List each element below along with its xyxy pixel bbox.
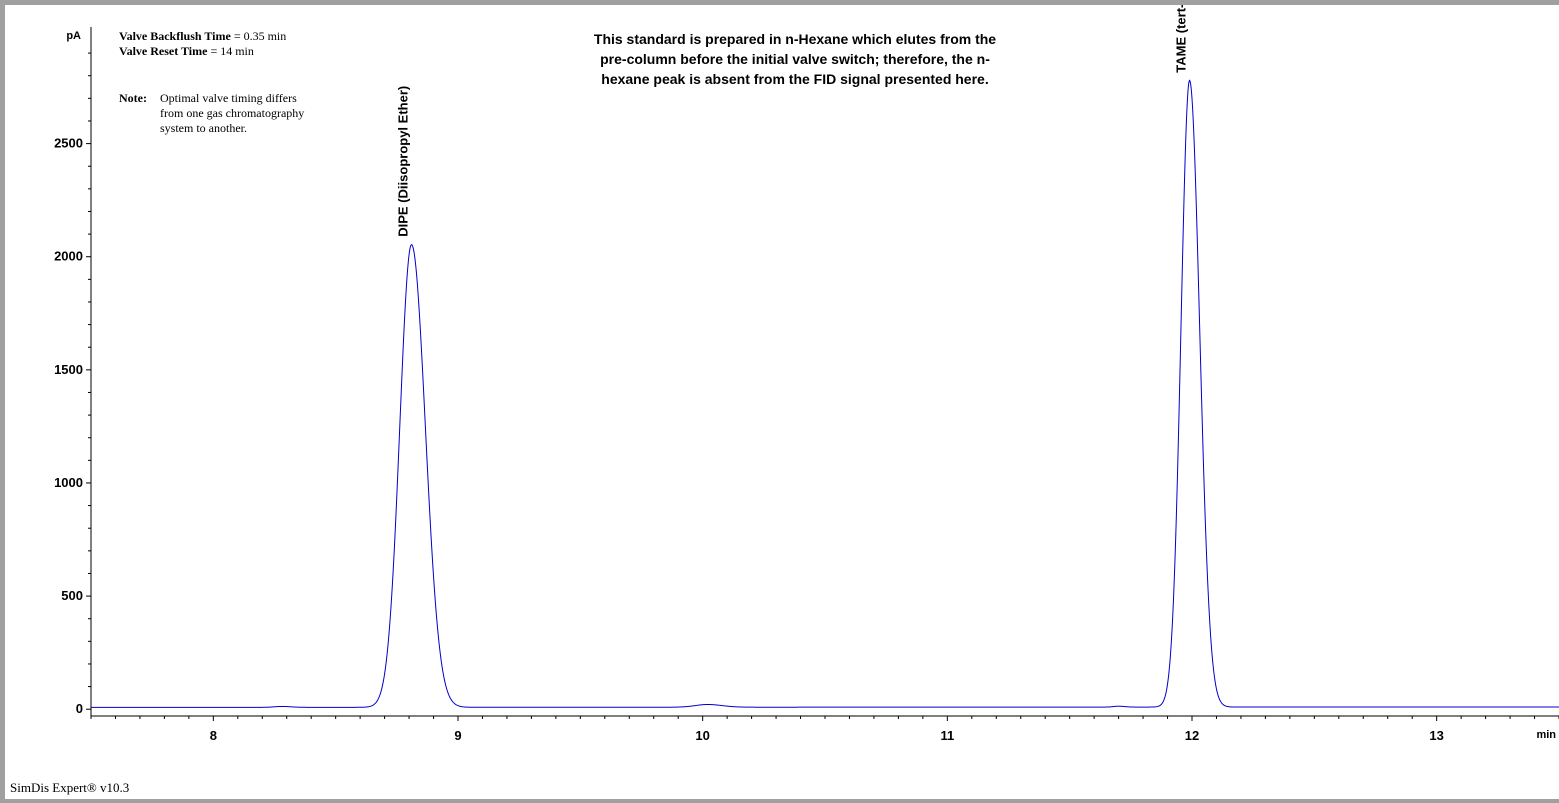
y-tick-label: 0 [76, 701, 83, 716]
y-tick-label: 500 [61, 588, 83, 603]
peak-label: DIPE (Diisopropyl Ether) [396, 86, 411, 237]
reset-time: Valve Reset Time = 14 min [119, 44, 254, 59]
fid-signal-trace [91, 79, 1559, 708]
note-text: Optimal valve timing differs from one ga… [160, 91, 305, 135]
reset-label: Valve Reset Time [119, 44, 208, 58]
chromatogram-chart: 0 500 1000 1500 2000 2500 8 9 10 11 12 13 pA min DIPE … [54, 5, 1559, 743]
peak-label: TAME (tert-Amyl Methyl Ether) [1174, 5, 1189, 73]
software-version: SimDis Expert® v10.3 [10, 780, 130, 795]
x-axis-label: min [1536, 729, 1556, 741]
x-tick-label: 8 [210, 728, 217, 743]
x-tick-label: 13 [1429, 728, 1443, 743]
note-label: Note: [119, 91, 147, 105]
y-tick-label: 2500 [54, 136, 83, 151]
y-tick-label: 1000 [54, 475, 83, 490]
backflush-value: = 0.35 min [230, 29, 287, 43]
y-tick-label: 2000 [54, 249, 83, 264]
x-tick-label: 10 [695, 728, 709, 743]
backflush-label: Valve Backflush Time [119, 29, 231, 43]
y-axis-label: pA [66, 30, 81, 42]
chromatogram-frame: 0 500 1000 1500 2000 2500 8 9 10 11 12 13 pA min DIPE … [5, 5, 1559, 799]
y-tick-label: 1500 [54, 362, 83, 377]
hexane-note: This standard is prepared in n-Hexane wh… [593, 31, 997, 87]
x-tick-label: 12 [1185, 728, 1199, 743]
x-tick-label: 11 [940, 728, 954, 743]
x-tick-label: 9 [454, 728, 461, 743]
reset-value: = 14 min [207, 44, 254, 58]
backflush-time: Valve Backflush Time = 0.35 min [119, 29, 286, 44]
